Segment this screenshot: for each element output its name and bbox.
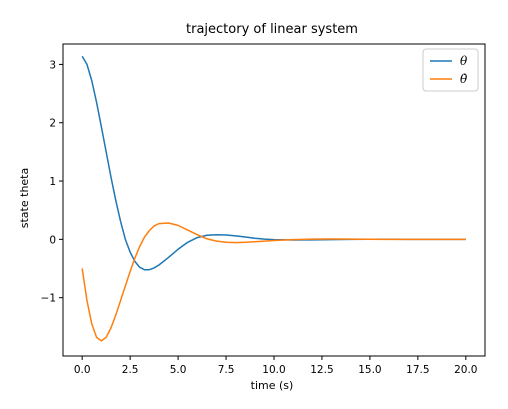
legend-label: θ <box>460 54 468 68</box>
x-tick-label: 7.5 <box>218 364 235 376</box>
chart-title: trajectory of linear system <box>186 22 358 37</box>
y-axis-label: state theta <box>18 168 31 228</box>
y-tick-label: −1 <box>41 293 56 305</box>
legend-box <box>422 48 479 92</box>
x-tick-label: 20.0 <box>454 364 477 376</box>
x-tick-label: 2.5 <box>122 364 139 376</box>
x-tick-label: 5.0 <box>170 364 187 376</box>
y-tick-label: 0 <box>49 234 56 246</box>
x-tick-label: 15.0 <box>358 364 381 376</box>
x-tick-label: 0.0 <box>74 364 91 376</box>
y-tick-label: 1 <box>49 176 56 188</box>
x-axis-label: time (s) <box>251 379 294 392</box>
x-tick-label: 17.5 <box>406 364 429 376</box>
plot-frame <box>62 43 486 357</box>
y-tick-label: 3 <box>49 59 56 71</box>
plot-area <box>81 55 466 342</box>
x-tick-label: 12.5 <box>310 364 333 376</box>
x-tick-label: 10.0 <box>262 364 285 376</box>
legend-label: θ̇ <box>460 72 468 86</box>
theta-line <box>81 55 466 271</box>
axis-ticks: 0.0 2.5 5.0 7.5 10.0 12.5 15.0 17.5 20.0 −1 0 1 2 3 <box>41 59 478 376</box>
y-tick-label: 2 <box>49 118 56 130</box>
legend: θ θ̇ <box>422 48 479 92</box>
theta-dot-line <box>81 222 466 342</box>
